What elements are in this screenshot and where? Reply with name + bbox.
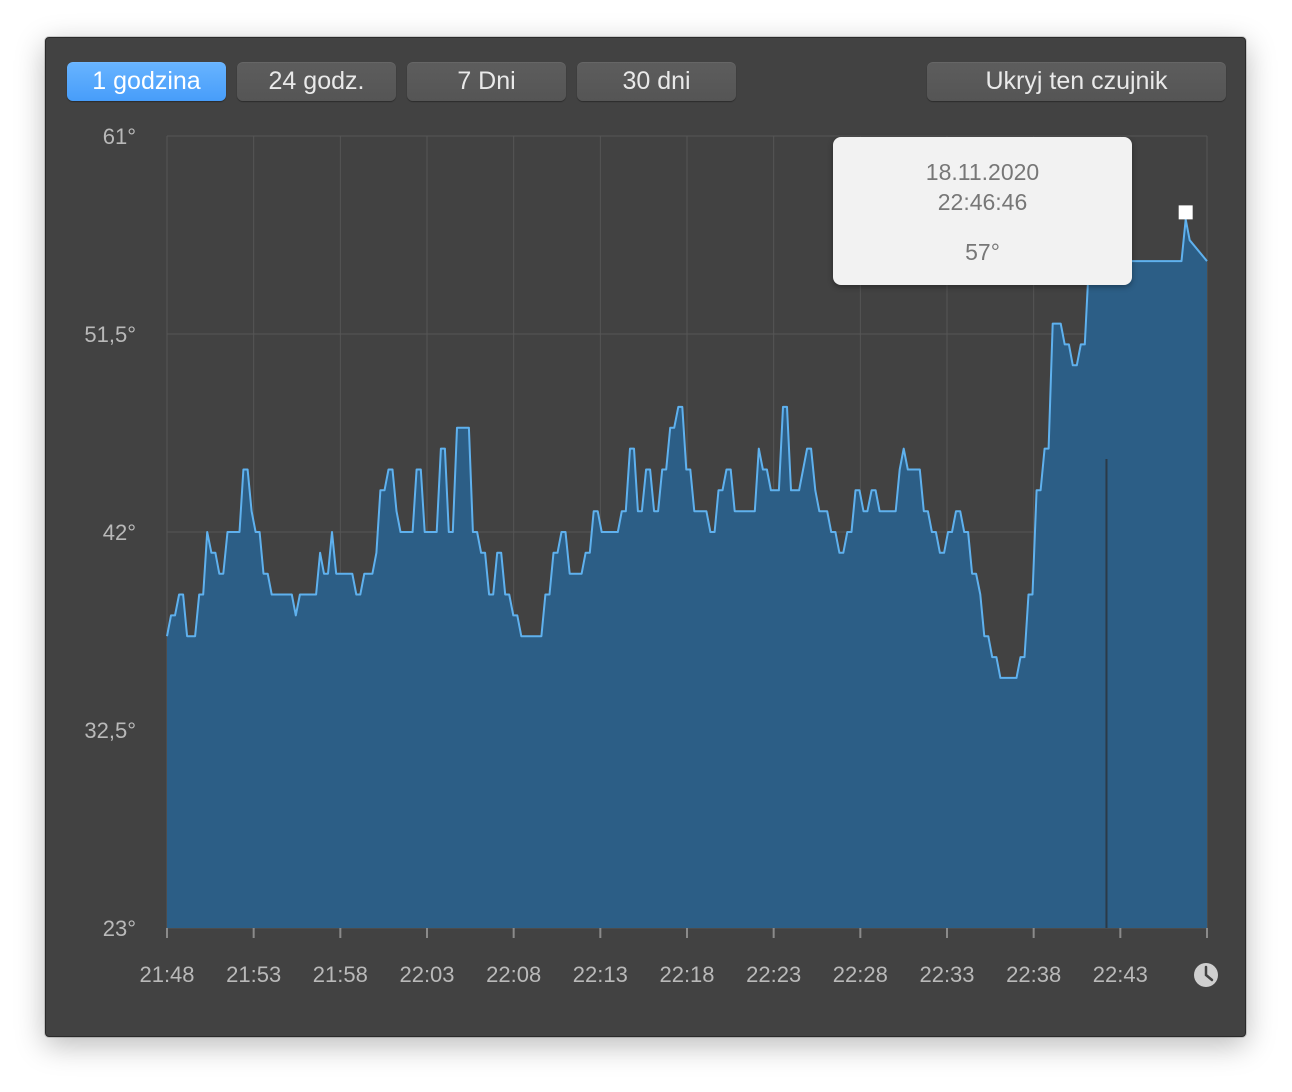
tooltip-date: 18.11.2020: [925, 159, 1040, 185]
tooltip-value: 57°: [965, 239, 1000, 265]
series-area: [167, 219, 1207, 928]
clock-icon[interactable]: [1194, 963, 1218, 987]
y-tick-label: 23°: [103, 916, 136, 941]
x-tick-label: 22:28: [833, 962, 888, 987]
x-tick-label: 21:48: [139, 962, 194, 987]
tab-30-days[interactable]: 30 dni: [577, 62, 736, 101]
value-tooltip: 18.11.2020 22:46:46 57°: [833, 137, 1132, 285]
y-tick-label: 32,5°: [84, 718, 136, 743]
tooltip-time: 22:46:46: [937, 189, 1028, 215]
tab-24-hours[interactable]: 24 godz.: [237, 62, 396, 101]
x-tick-label: 21:53: [226, 962, 281, 987]
x-tick-label: 22:38: [1006, 962, 1061, 987]
x-tick-label: 22:03: [399, 962, 454, 987]
series-line: [166, 218, 1208, 679]
x-tick-label: 22:43: [1093, 962, 1148, 987]
x-tick-label: 22:18: [659, 962, 714, 987]
tab-bar: 1 godzina 24 godz. 7 Dni 30 dni Ukryj te…: [46, 38, 1245, 108]
y-tick-label: 61°: [103, 124, 136, 149]
x-tick-label: 22:08: [486, 962, 541, 987]
y-tick-label: 42°: [103, 520, 136, 545]
x-tick-label: 22:23: [746, 962, 801, 987]
temperature-chart[interactable]: 21:48 21:53 21:58 22:03 22:08 22:13 22:18 22:23…: [46, 38, 1245, 1036]
x-tick-label: 22:33: [919, 962, 974, 987]
x-tick-label: 21:58: [313, 962, 368, 987]
x-tick-label: 22:13: [573, 962, 628, 987]
tab-1-hour[interactable]: 1 godzina: [67, 62, 226, 101]
hide-sensor-button[interactable]: Ukryj ten czujnik: [927, 62, 1226, 101]
sensor-window: 1 godzina 24 godz. 7 Dni 30 dni Ukryj te…: [45, 37, 1246, 1037]
selected-point-marker: [1178, 205, 1193, 220]
tab-7-days[interactable]: 7 Dni: [407, 62, 566, 101]
y-tick-label: 51,5°: [84, 322, 136, 347]
